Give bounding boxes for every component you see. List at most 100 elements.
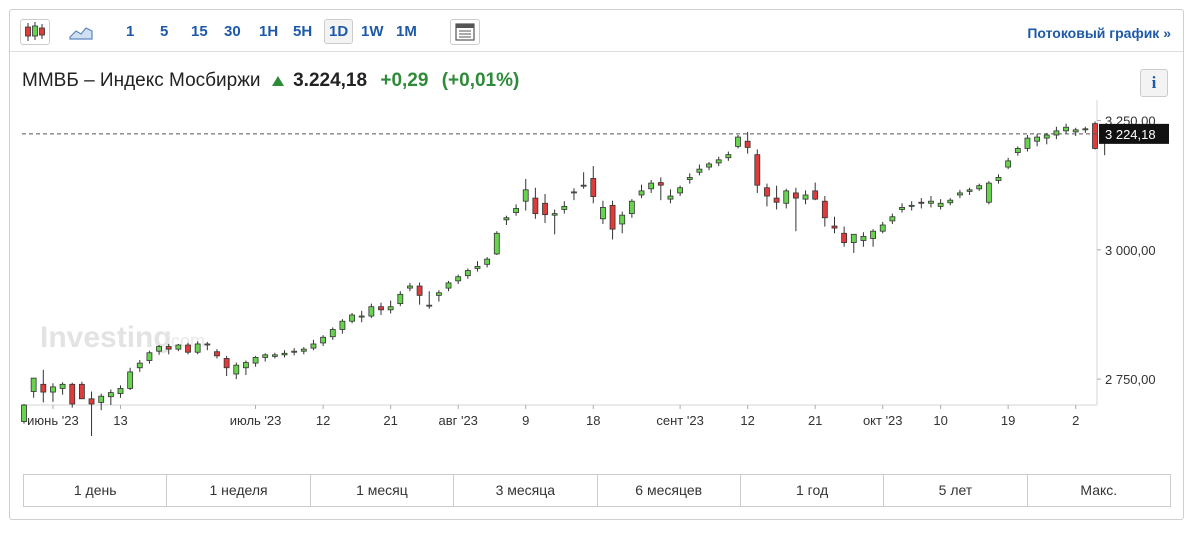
candle-body (310, 343, 317, 349)
x-tick-label: июнь '23 (27, 413, 79, 428)
candle-body (204, 343, 211, 346)
x-tick-label: июль '23 (230, 413, 282, 428)
candle-body (957, 192, 963, 196)
candle-body (870, 230, 876, 239)
candle-body (435, 292, 442, 296)
y-tick-label: 2 750,00 (1105, 372, 1156, 387)
streaming-chart-link[interactable]: Потоковый график » (1027, 25, 1171, 41)
x-tick-label: 13 (113, 413, 127, 428)
timeframe-1w[interactable]: 1W (361, 23, 384, 40)
chart-widget: 1 5 15 30 1H 5H 1D 1W 1M Потоковый графи… (9, 9, 1184, 520)
candle-body (175, 344, 182, 350)
period-1-week[interactable]: 1 неделя (167, 475, 311, 506)
timeframe-1d[interactable]: 1D (324, 19, 354, 44)
candle-body (918, 201, 925, 204)
last-price: 3.224,18 (293, 70, 368, 91)
candle-body (30, 377, 37, 392)
candle-body (1034, 136, 1041, 142)
period-1-year[interactable]: 1 год (741, 475, 885, 506)
x-tick-label: 10 (933, 413, 947, 428)
candle-body (667, 195, 674, 200)
chart-toolbar: 1 5 15 30 1H 5H 1D 1W 1M Потоковый графи… (10, 10, 1183, 52)
table-view-icon[interactable] (450, 19, 480, 45)
candle-body (928, 200, 934, 204)
candle-body (1063, 126, 1069, 132)
candle-body (1053, 130, 1060, 136)
candle-body (69, 383, 76, 405)
candle-body (532, 197, 539, 215)
candle-body (860, 235, 867, 241)
candle-body (387, 306, 394, 311)
candle-body (609, 204, 616, 230)
candle-body (40, 383, 47, 393)
last-price-label: 3 224,18 (1105, 127, 1156, 142)
y-tick-label: 3 000,00 (1105, 243, 1156, 258)
candle-body (455, 276, 462, 282)
x-tick-label: 21 (808, 413, 822, 428)
candle-body (1043, 134, 1050, 139)
candle-body (146, 352, 153, 361)
period-6-months[interactable]: 6 месяцев (598, 475, 741, 506)
candle-body (223, 358, 230, 369)
candle-body (136, 362, 143, 369)
candle-body (648, 182, 655, 190)
candle-body (426, 304, 433, 307)
candle-body (966, 189, 973, 192)
candlestick-chart-icon[interactable] (20, 19, 50, 45)
area-chart-icon[interactable] (66, 19, 96, 45)
candle-body (368, 306, 375, 317)
candle-body (1092, 123, 1098, 149)
candle-body (407, 285, 413, 289)
period-5-years[interactable]: 5 лет (884, 475, 1028, 506)
candle-body (792, 192, 799, 199)
candle-body (445, 282, 452, 289)
candle-body (78, 383, 85, 400)
candle-body (542, 202, 548, 216)
candle-body (300, 348, 307, 352)
candle-body (1082, 128, 1089, 131)
candle-body (416, 285, 423, 296)
period-max[interactable]: Макс. (1080, 482, 1118, 498)
period-1-month[interactable]: 1 месяц (311, 475, 455, 506)
candle-body (764, 187, 770, 197)
timeframe-1h[interactable]: 1H (259, 23, 279, 40)
candle-body (831, 225, 838, 229)
candle-body (725, 154, 732, 159)
candle-body (156, 346, 162, 352)
candle-body (513, 208, 519, 213)
candle-body (98, 395, 105, 403)
candle-body (677, 187, 684, 194)
candle-body (715, 159, 722, 164)
timeframe-1[interactable]: 1 (126, 23, 135, 40)
candle-body (493, 232, 500, 255)
candle-body (657, 182, 664, 186)
timeframe-5h[interactable]: 5H (293, 23, 313, 40)
candle-body (397, 293, 404, 305)
candle-body (1024, 137, 1031, 149)
candle-body (600, 207, 606, 220)
period-3-months[interactable]: 3 месяца (454, 475, 598, 506)
candle-body (696, 168, 703, 173)
candle-body (503, 217, 510, 221)
timeframe-15[interactable]: 15 (191, 23, 208, 40)
timeframe-5[interactable]: 5 (160, 23, 169, 40)
candle-body (706, 163, 712, 168)
candle-body (233, 364, 240, 375)
timeframe-30[interactable]: 30 (224, 23, 241, 40)
x-tick-label: 19 (1001, 413, 1015, 428)
candle-body (1014, 148, 1021, 153)
timeframe-1m[interactable]: 1M (396, 23, 417, 40)
candle-body (908, 204, 915, 207)
period-1-day[interactable]: 1 день (24, 475, 168, 506)
candle-body (937, 202, 944, 207)
x-tick-label: 18 (586, 413, 600, 428)
x-tick-label: 21 (383, 413, 397, 428)
candle-body (127, 371, 134, 389)
x-tick-label: 2 (1072, 413, 1079, 428)
candle-body (474, 265, 481, 269)
info-button[interactable]: i (1140, 69, 1168, 97)
candle-body (378, 306, 384, 311)
candle-body (262, 354, 269, 358)
candle-body (619, 214, 626, 225)
